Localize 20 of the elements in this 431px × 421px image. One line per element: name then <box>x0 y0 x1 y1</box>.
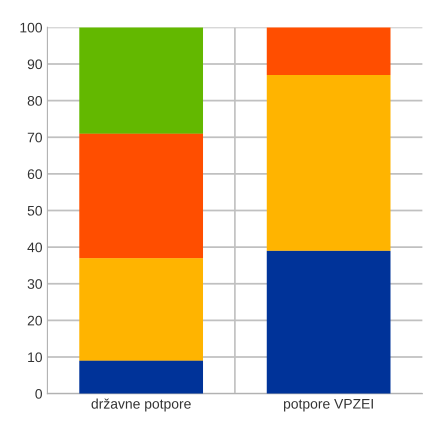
bar <box>266 74 391 251</box>
y-tick-label: 0 <box>35 388 42 399</box>
y-tick-label: 60 <box>28 169 42 180</box>
bar <box>79 360 204 394</box>
x-tick-label: potpore VPZEI <box>284 399 373 412</box>
y-tick-label: 30 <box>28 279 42 289</box>
y-tick-label: 50 <box>28 206 42 216</box>
bar <box>79 258 204 361</box>
y-tick-label: 10 <box>28 352 42 362</box>
bar <box>79 27 204 134</box>
bar <box>266 27 391 75</box>
y-tick-label: 20 <box>28 316 42 326</box>
y-tick-label: 100 <box>20 22 42 33</box>
y-tick-label: 40 <box>27 242 42 252</box>
y-tick-label: 80 <box>28 96 42 106</box>
y-tick-label: 90 <box>28 59 42 70</box>
bar <box>266 250 391 394</box>
bar <box>79 134 204 258</box>
y-tick-label: 70 <box>28 132 42 142</box>
x-tick-label: državne potpore <box>92 398 191 412</box>
